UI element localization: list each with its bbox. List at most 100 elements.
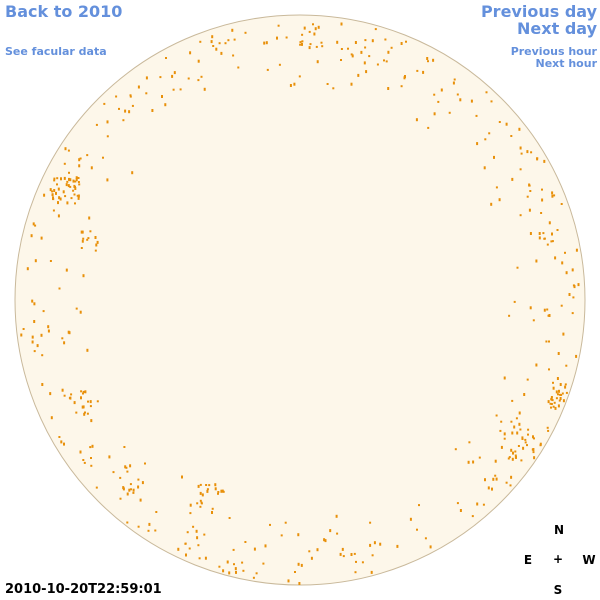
next-hour-link[interactable]: Next hour: [535, 57, 598, 70]
facula: [208, 484, 211, 487]
facula: [500, 420, 503, 423]
facula: [201, 493, 204, 497]
facula: [498, 198, 501, 202]
facula: [61, 337, 64, 340]
facula: [132, 491, 135, 494]
facula: [361, 561, 364, 564]
facula: [203, 87, 206, 91]
next-day-link[interactable]: Next day: [517, 19, 597, 38]
facula: [426, 57, 429, 60]
facula: [253, 547, 256, 551]
facula: [187, 77, 190, 80]
facula: [74, 180, 77, 183]
facula: [58, 436, 61, 438]
facula: [500, 445, 503, 449]
facula: [508, 314, 511, 317]
facula: [90, 464, 93, 467]
facula: [350, 82, 353, 86]
facula: [561, 392, 564, 395]
facula: [299, 41, 302, 44]
facula: [173, 71, 176, 75]
facula: [80, 396, 82, 400]
facula: [300, 563, 303, 567]
facula: [52, 196, 54, 200]
facula: [63, 442, 65, 446]
facula: [485, 91, 488, 94]
facula: [424, 537, 427, 540]
facula: [86, 348, 89, 352]
facula: [520, 152, 523, 155]
facula: [34, 224, 37, 227]
facula: [91, 444, 94, 448]
previous-day-link[interactable]: Previous day: [480, 2, 597, 21]
facula: [55, 191, 57, 195]
facula: [326, 83, 329, 85]
facula: [535, 259, 538, 263]
facula: [429, 545, 432, 549]
facula: [197, 59, 200, 63]
facula: [72, 189, 75, 192]
facula: [572, 296, 575, 299]
facula: [336, 40, 339, 44]
facula: [226, 560, 229, 564]
previous-hour-link[interactable]: Previous hour: [510, 45, 597, 58]
facula: [511, 457, 514, 461]
facula: [79, 310, 82, 314]
facula: [299, 43, 302, 46]
facula: [316, 60, 319, 64]
facula: [102, 156, 104, 159]
facula: [526, 195, 529, 198]
facula: [514, 450, 517, 453]
facula: [514, 454, 517, 457]
facula: [490, 100, 493, 103]
facula: [266, 68, 269, 71]
facula: [369, 543, 372, 547]
facula: [495, 414, 498, 417]
facula: [565, 364, 568, 367]
back-link[interactable]: Back to 2010: [5, 2, 123, 21]
compass-north: N: [553, 523, 565, 537]
facula: [90, 166, 93, 170]
facula: [73, 401, 76, 405]
facula: [94, 249, 97, 252]
facula: [199, 499, 202, 502]
facula: [276, 36, 278, 40]
facula: [503, 432, 506, 436]
facula: [324, 539, 327, 543]
facula: [543, 308, 546, 312]
facula: [159, 76, 162, 79]
facula: [82, 392, 84, 395]
facula: [198, 557, 201, 560]
facula: [409, 517, 412, 521]
facula: [427, 60, 429, 63]
facula: [129, 95, 132, 98]
facula: [75, 411, 78, 414]
facula: [214, 483, 217, 487]
facula: [495, 186, 498, 189]
facula: [313, 32, 316, 36]
facula: [456, 502, 459, 505]
facula: [301, 42, 303, 46]
facular-link[interactable]: See facular data: [5, 45, 107, 58]
facula: [129, 464, 132, 468]
facula: [73, 193, 76, 196]
facula: [454, 448, 457, 451]
facula: [552, 386, 555, 390]
facula: [244, 31, 247, 34]
facula: [137, 85, 140, 89]
facula: [129, 94, 132, 97]
facula: [339, 552, 342, 556]
facula: [531, 448, 534, 451]
facula: [519, 428, 522, 431]
facula: [171, 74, 174, 78]
facula: [77, 194, 80, 198]
facula: [524, 441, 527, 444]
facula: [507, 457, 510, 460]
facula: [215, 47, 218, 51]
facula: [42, 310, 45, 313]
facula: [214, 487, 217, 491]
facula: [186, 531, 189, 534]
facula: [289, 84, 292, 87]
facula: [493, 155, 495, 159]
facula: [89, 405, 92, 408]
